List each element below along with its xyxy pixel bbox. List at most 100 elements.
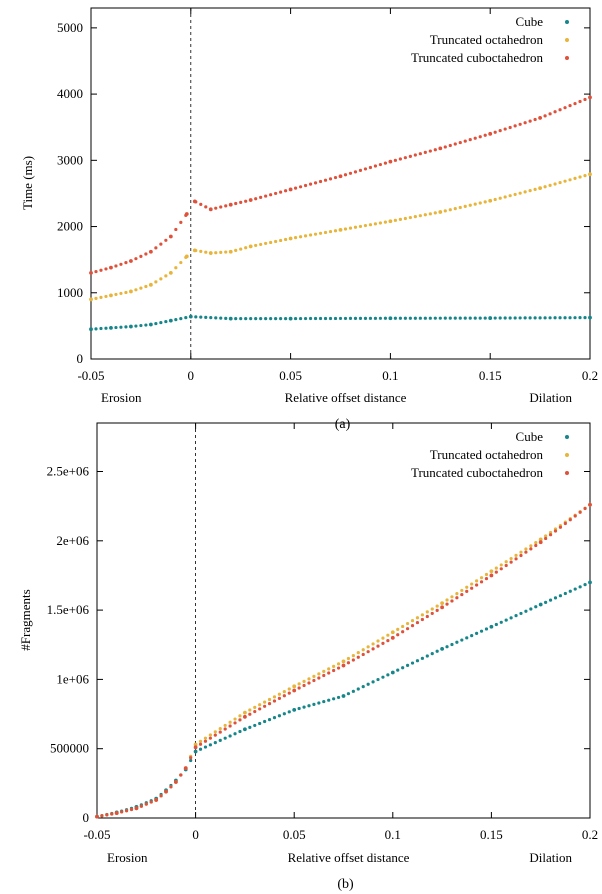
trace-dot <box>114 325 118 330</box>
trace-dot <box>338 316 343 321</box>
trace-dot <box>317 672 321 676</box>
trace-dot <box>194 200 198 204</box>
trace-dot <box>443 145 447 149</box>
trace-dot <box>229 317 233 321</box>
trace-dot <box>322 673 326 678</box>
legend-label: Truncated cuboctahedron <box>411 465 544 480</box>
trace-dot <box>573 587 577 591</box>
trace-dot <box>263 704 267 708</box>
trace-dot <box>405 627 410 631</box>
trace-dot <box>484 577 489 581</box>
trace-dot <box>435 649 439 653</box>
trace-dot <box>264 194 268 198</box>
trace-dot <box>548 112 552 116</box>
trace-dot <box>149 800 153 804</box>
trace-dot <box>346 656 351 661</box>
trace-dot <box>386 673 390 677</box>
trace-dot <box>460 588 464 593</box>
trace-dot <box>548 183 552 187</box>
series-truncated-octahedron <box>89 172 592 302</box>
trace-dot <box>578 316 582 320</box>
trace-dot <box>353 170 358 174</box>
trace-dot <box>124 809 129 813</box>
trace-dot <box>408 316 412 320</box>
trace-dot <box>458 140 462 145</box>
trace-dot <box>588 95 592 100</box>
trace-dot <box>483 133 487 137</box>
trace-dot <box>194 248 198 253</box>
trace-dot <box>453 142 457 146</box>
trace-dot <box>448 208 452 212</box>
trace-dot <box>208 733 212 737</box>
trace-dot <box>514 614 518 618</box>
trace-dot <box>583 583 587 587</box>
trace-dot <box>373 222 378 226</box>
trace-dot <box>356 655 360 659</box>
trace-dot <box>139 254 143 258</box>
trace-dot <box>159 794 163 798</box>
trace-dot <box>408 154 412 158</box>
trace-dot <box>348 316 353 321</box>
trace-dot <box>318 179 323 184</box>
trace-dot <box>89 297 93 301</box>
trace-dot <box>465 589 469 593</box>
trace-dot <box>269 193 273 197</box>
trace-dot <box>214 251 218 255</box>
trace-dot <box>420 656 424 660</box>
trace-dot <box>588 580 592 584</box>
trace-dot <box>366 650 370 654</box>
trace-dot <box>336 695 341 700</box>
trace-dot <box>209 207 213 211</box>
trace-dot <box>144 284 148 289</box>
trace-dot <box>218 730 222 734</box>
trace-dot <box>376 644 380 648</box>
trace-dot <box>134 324 138 328</box>
x-axis-label: Relative offset distance <box>288 850 410 865</box>
trace-dot <box>263 719 267 724</box>
trace-dot <box>341 694 346 698</box>
dilation-label: Dilation <box>529 850 572 865</box>
trace-dot <box>109 293 113 298</box>
dilation-label: Dilation <box>529 390 572 405</box>
trace-dot <box>463 204 467 208</box>
trace-dot <box>503 127 507 131</box>
trace-dot <box>159 277 163 281</box>
trace-dot <box>423 316 427 320</box>
trace-dot <box>381 641 385 645</box>
trace-dot <box>401 630 405 634</box>
trace-dot <box>363 167 368 171</box>
trace-dot <box>336 662 341 666</box>
trace-dot <box>322 669 326 673</box>
trace-dot <box>413 316 417 320</box>
trace-dot <box>543 185 547 189</box>
trace-dot <box>353 225 358 229</box>
trace-dot <box>558 594 563 598</box>
trace-dot <box>284 189 288 193</box>
trace-dot <box>100 814 104 818</box>
trace-dot <box>479 580 484 584</box>
trace-dot <box>453 206 457 211</box>
y-tick-label: 0 <box>77 351 84 366</box>
trace-dot <box>509 616 513 620</box>
trace-dot <box>284 317 288 321</box>
trace-dot <box>139 804 143 808</box>
trace-dot <box>418 152 422 156</box>
trace-dot <box>425 614 429 619</box>
trace-dot <box>498 316 502 320</box>
trace-dot <box>110 812 114 816</box>
trace-dot <box>423 150 427 154</box>
trace-dot <box>358 316 363 320</box>
trace-dot <box>189 758 193 763</box>
trace-dot <box>263 700 267 704</box>
trace-dot <box>333 175 338 180</box>
trace-dot <box>519 611 523 616</box>
trace-dot <box>248 712 252 716</box>
series-truncated-cuboctahedron <box>95 502 592 819</box>
trace-dot <box>99 326 103 331</box>
trace-dot <box>473 202 477 206</box>
trace-dot <box>361 652 365 657</box>
trace-dot <box>239 200 243 204</box>
trace-dot <box>453 316 457 320</box>
trace-dot <box>164 319 168 324</box>
trace-dot <box>343 227 348 231</box>
